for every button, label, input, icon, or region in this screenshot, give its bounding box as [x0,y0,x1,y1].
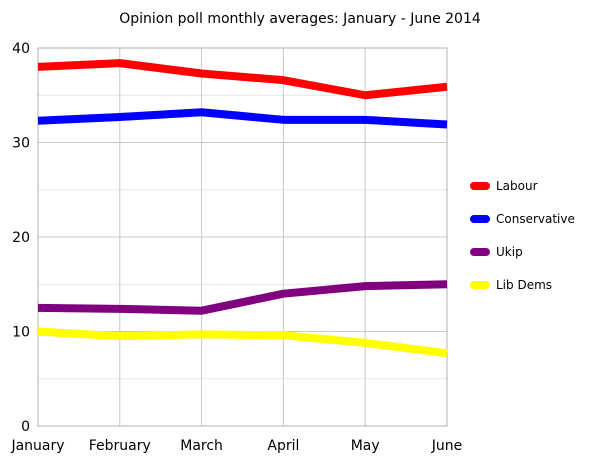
legend-label: Labour [496,179,538,193]
x-tick-label: May [351,438,380,454]
legend-label: Ukip [496,245,523,259]
y-tick-label: 40 [12,41,30,57]
axes [37,47,448,427]
tick-labels: 0 10 20 30 40 January February March April May Jun… [10,41,462,454]
x-tick-label: February [89,438,151,454]
y-tick-label: 10 [12,325,30,341]
x-tick-label: January [10,438,64,454]
series-line-lib-dems [37,327,448,358]
legend-label: Conservative [496,212,575,226]
chart-title: Opinion poll monthly averages: January -… [119,11,481,27]
y-tick-label: 20 [12,230,30,246]
x-tick-label: June [431,438,463,454]
plot-border [37,47,448,427]
y-tick-label: 30 [12,136,30,152]
series-line-labour [37,59,448,100]
legend: Labour Conservative Ukip Lib Dems [470,179,575,292]
grid [37,47,448,427]
x-tick-label: March [180,438,223,454]
legend-label: Lib Dems [496,278,552,292]
x-tick-label: April [267,438,299,454]
series-lines [37,59,448,358]
y-tick-label: 0 [21,419,30,435]
series-line-conservative [37,108,448,129]
series-line-ukip [37,280,448,315]
